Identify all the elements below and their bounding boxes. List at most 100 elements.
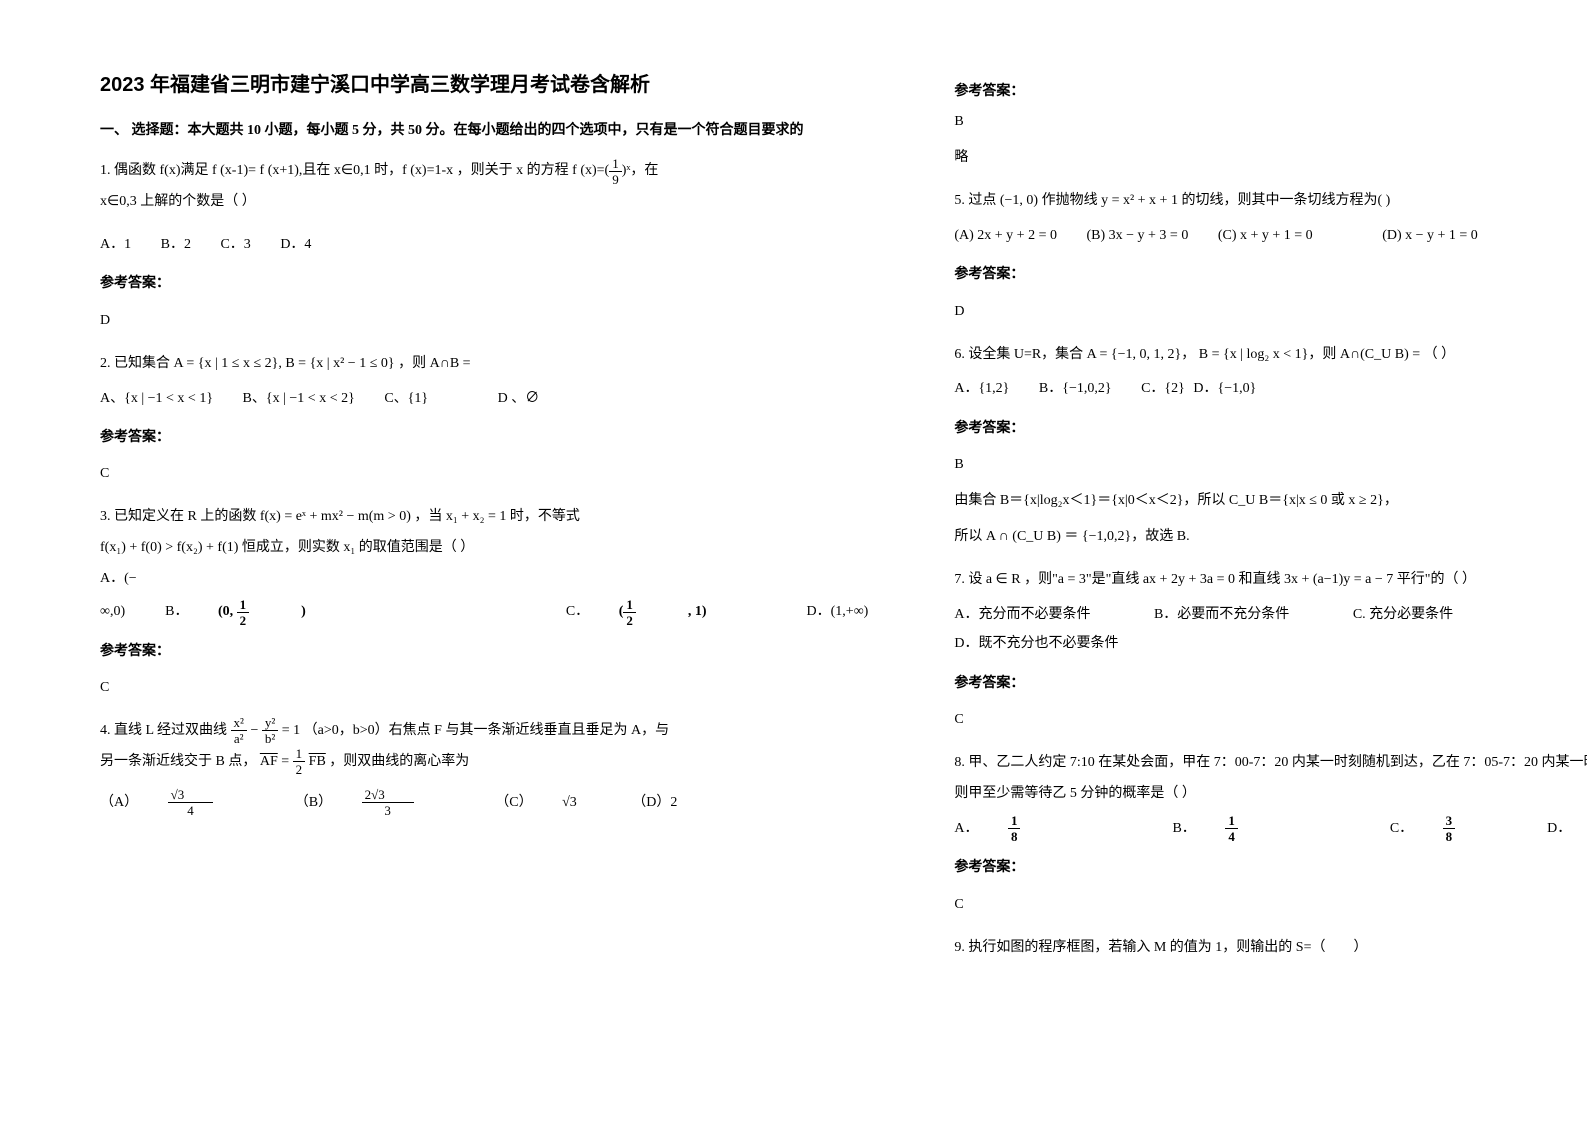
q2-options: A、{x | −1 < x < 1} B、{x | −1 < x < 2} C、… (100, 384, 894, 413)
q4-text-a: 4. 直线 L 经过双曲线 (100, 723, 231, 738)
q1-opt-b: B．2 (161, 230, 191, 259)
q3-ans: C (100, 674, 894, 702)
frac-1-4: 14 (1225, 814, 1264, 843)
q7-opt-b: B．必要而不充分条件 (1154, 607, 1289, 622)
frac-2s3-3: 233 (362, 788, 440, 817)
frac-s3-4: 34 (168, 788, 240, 817)
q3-opt-a2: ∞,0) (100, 597, 125, 626)
q6-body: 6. 设全集 U=R，集合 A = {−1, 0, 1, 2}， B = {x … (954, 340, 1587, 371)
q4-opt-d: （D）2 (632, 795, 677, 810)
q4-ans2: 略 (954, 144, 1587, 172)
q1-opt-d: D．4 (280, 230, 311, 259)
question-3: 3. 已知定义在 R 上的函数 f(x) = eˣ + mx² − m(m > … (100, 502, 894, 702)
q5-opt-c: (C) x + y + 1 = 0 (1218, 228, 1313, 243)
q6-ans: B (954, 451, 1587, 479)
q4-body-line1: 4. 直线 L 经过双曲线 x²a² − y²b² = 1 （a>0，b>0）右… (100, 716, 894, 747)
q3-opt-d: D．(1,+∞) (807, 597, 869, 626)
q8-opt-a: A． 18 (954, 814, 1072, 843)
q6-opt-d: D．{−1,0} (1193, 381, 1256, 396)
q4-text-b: （a>0，b>0）右焦点 F 与其一条渐近线垂直且垂足为 A，与 (304, 723, 669, 738)
q4-ans-label: 参考答案： (954, 80, 1587, 100)
q4-options: （A） 34 （B） 233 （C） 3 （D）2 (100, 788, 894, 817)
q6-options: A．{1,2} B．{−1,0,2} C．{2} D．{−1,0} (954, 374, 1587, 403)
q3-body1: 3. 已知定义在 R 上的函数 f(x) = eˣ + mx² − m(m > … (100, 502, 894, 533)
frac-1-9: 19 (609, 157, 622, 186)
q8-ans-label: 参考答案： (954, 853, 1587, 882)
q2-opt-c: C、{1} (384, 391, 428, 406)
q4-body-line2: 另一条渐近线交于 B 点， AF = 12 FB ，则双曲线的离心率为 (100, 747, 894, 778)
q7-opt-d: D．既不充分也不必要条件 (954, 636, 1118, 651)
q3-options: ∞,0) B． (0, 12) C． (12, 1) D．(1,+∞) (100, 597, 894, 626)
q1-opt-a: A．1 (100, 230, 131, 259)
q1-body: 1. 偶函数 f(x)满足 f (x-1)= f (x+1),且在 x∈0,1 … (100, 156, 894, 187)
frac-y2b2: y²b² (262, 716, 278, 745)
q8-opt-c: C． 38 (1390, 814, 1507, 843)
q7-ans-label: 参考答案： (954, 669, 1587, 698)
q6-opt-a: A．{1,2} (954, 381, 1009, 396)
doc-title: 2023 年福建省三明市建宁溪口中学高三数学理月考试卷含解析 (100, 70, 894, 100)
q3-opt-b-label: B． (165, 604, 188, 619)
question-9: 9. 执行如图的程序框图，若输入 M 的值为 1，则输出的 S=（ ） (954, 933, 1587, 964)
question-5: 5. 过点 (−1, 0) 作抛物线 y = x² + x + 1 的切线，则其… (954, 186, 1587, 326)
section-1-header: 一、 选择题：本大题共 10 小题，每小题 5 分，共 50 分。在每小题给出的… (100, 120, 894, 142)
frac-1-2c: 12 (293, 747, 306, 776)
vec-fb: FB (309, 754, 326, 769)
q1-text-b: )ˣ，在 (622, 163, 659, 178)
q4-oB-label: （B） (295, 795, 332, 810)
frac-1-2b: 12 (623, 598, 662, 627)
q2-opt-b: B、{x | −1 < x < 2} (243, 391, 355, 406)
q6-opt-b: B．{−1,0,2} (1039, 381, 1112, 396)
q3-ans-label: 参考答案： (100, 637, 894, 666)
q3-body2: f(x₁) + f(0) > f(x₂) + f(1) 恒成立，则实数 x₁ 的… (100, 533, 894, 564)
q8-oC-label: C． (1390, 821, 1413, 836)
vec-af: AF (260, 754, 278, 769)
q8-ans: C (954, 891, 1587, 919)
q8-oA-label: A． (954, 821, 978, 836)
question-8: 8. 甲、乙二人约定 7:10 在某处会面，甲在 7：00-7：20 内某一时刻… (954, 748, 1587, 918)
frac-1-8: 18 (1008, 814, 1047, 843)
q4-ans: B (954, 108, 1587, 136)
q2-opt-d: D 、∅ (498, 391, 540, 406)
q3-opt-c: C． (12, 1) (566, 597, 707, 626)
q1-ans-label: 参考答案： (100, 269, 894, 298)
q8-oD-label: D． (1547, 821, 1571, 836)
q2-ans: C (100, 460, 894, 488)
q3-opt-b: B． (0, 12) (165, 597, 306, 626)
q4-opt-c: （C） 3 (495, 795, 603, 810)
q6-ans-label: 参考答案： (954, 414, 1587, 443)
q5-opt-b: (B) 3x − y + 3 = 0 (1086, 228, 1188, 243)
q2-body: 2. 已知集合 A = {x | 1 ≤ x ≤ 2}, B = {x | x²… (100, 349, 894, 380)
q5-options: (A) 2x + y + 2 = 0 (B) 3x − y + 3 = 0 (C… (954, 221, 1587, 250)
q4-opt-a: （A） 34 (100, 795, 265, 810)
q4-oC-label: （C） (495, 795, 532, 810)
q2-ans-label: 参考答案： (100, 423, 894, 452)
q8-options: A． 18 B． 14 C． 38 D． 58 (954, 814, 1587, 843)
question-1: 1. 偶函数 f(x)满足 f (x-1)= f (x+1),且在 x∈0,1 … (100, 156, 894, 334)
q1-body-c: x∈0,3 上解的个数是（ ） (100, 187, 894, 218)
q4-text-d: ，则双曲线的离心率为 (329, 754, 469, 769)
q8-opt-b: B． 14 (1172, 814, 1289, 843)
q1-opt-c: C．3 (220, 230, 250, 259)
q4-opt-b: （B） 233 (295, 795, 466, 810)
question-2: 2. 已知集合 A = {x | 1 ≤ x ≤ 2}, B = {x | x²… (100, 349, 894, 489)
q7-opt-c: C. 充分必要条件 (1353, 607, 1453, 622)
q1-ans: D (100, 307, 894, 335)
q7-body: 7. 设 a ∈ R ，则"a = 3"是"直线 ax + 2y + 3a = … (954, 565, 1587, 596)
q1-options: A．1 B．2 C．3 D．4 (100, 230, 894, 259)
frac-1-2a: 12 (237, 598, 276, 627)
q8-opt-d: D． 58 (1547, 814, 1587, 843)
q8-oB-label: B． (1172, 821, 1195, 836)
q3-opt-c-label: C． (566, 604, 589, 619)
q5-opt-a: (A) 2x + y + 2 = 0 (954, 228, 1057, 243)
q6-sol2: 所以 A ∩ (C_U B) ＝ {−1,0,2}，故选 B. (954, 523, 1587, 551)
question-7: 7. 设 a ∈ R ，则"a = 3"是"直线 ax + 2y + 3a = … (954, 565, 1587, 734)
q1-text-a: 1. 偶函数 f(x)满足 f (x-1)= f (x+1),且在 x∈0,1 … (100, 163, 609, 178)
question-4: 4. 直线 L 经过双曲线 x²a² − y²b² = 1 （a>0，b>0）右… (100, 716, 894, 817)
q3-opt-a-line1: A．(− (100, 564, 894, 593)
q8-body: 8. 甲、乙二人约定 7:10 在某处会面，甲在 7：00-7：20 内某一时刻… (954, 748, 1587, 810)
sqrt3: 3 (562, 788, 577, 817)
q5-opt-d: (D) x − y + 1 = 0 (1382, 228, 1478, 243)
question-6: 6. 设全集 U=R，集合 A = {−1, 0, 1, 2}， B = {x … (954, 340, 1587, 552)
q5-ans: D (954, 298, 1587, 326)
q5-body: 5. 过点 (−1, 0) 作抛物线 y = x² + x + 1 的切线，则其… (954, 186, 1587, 217)
